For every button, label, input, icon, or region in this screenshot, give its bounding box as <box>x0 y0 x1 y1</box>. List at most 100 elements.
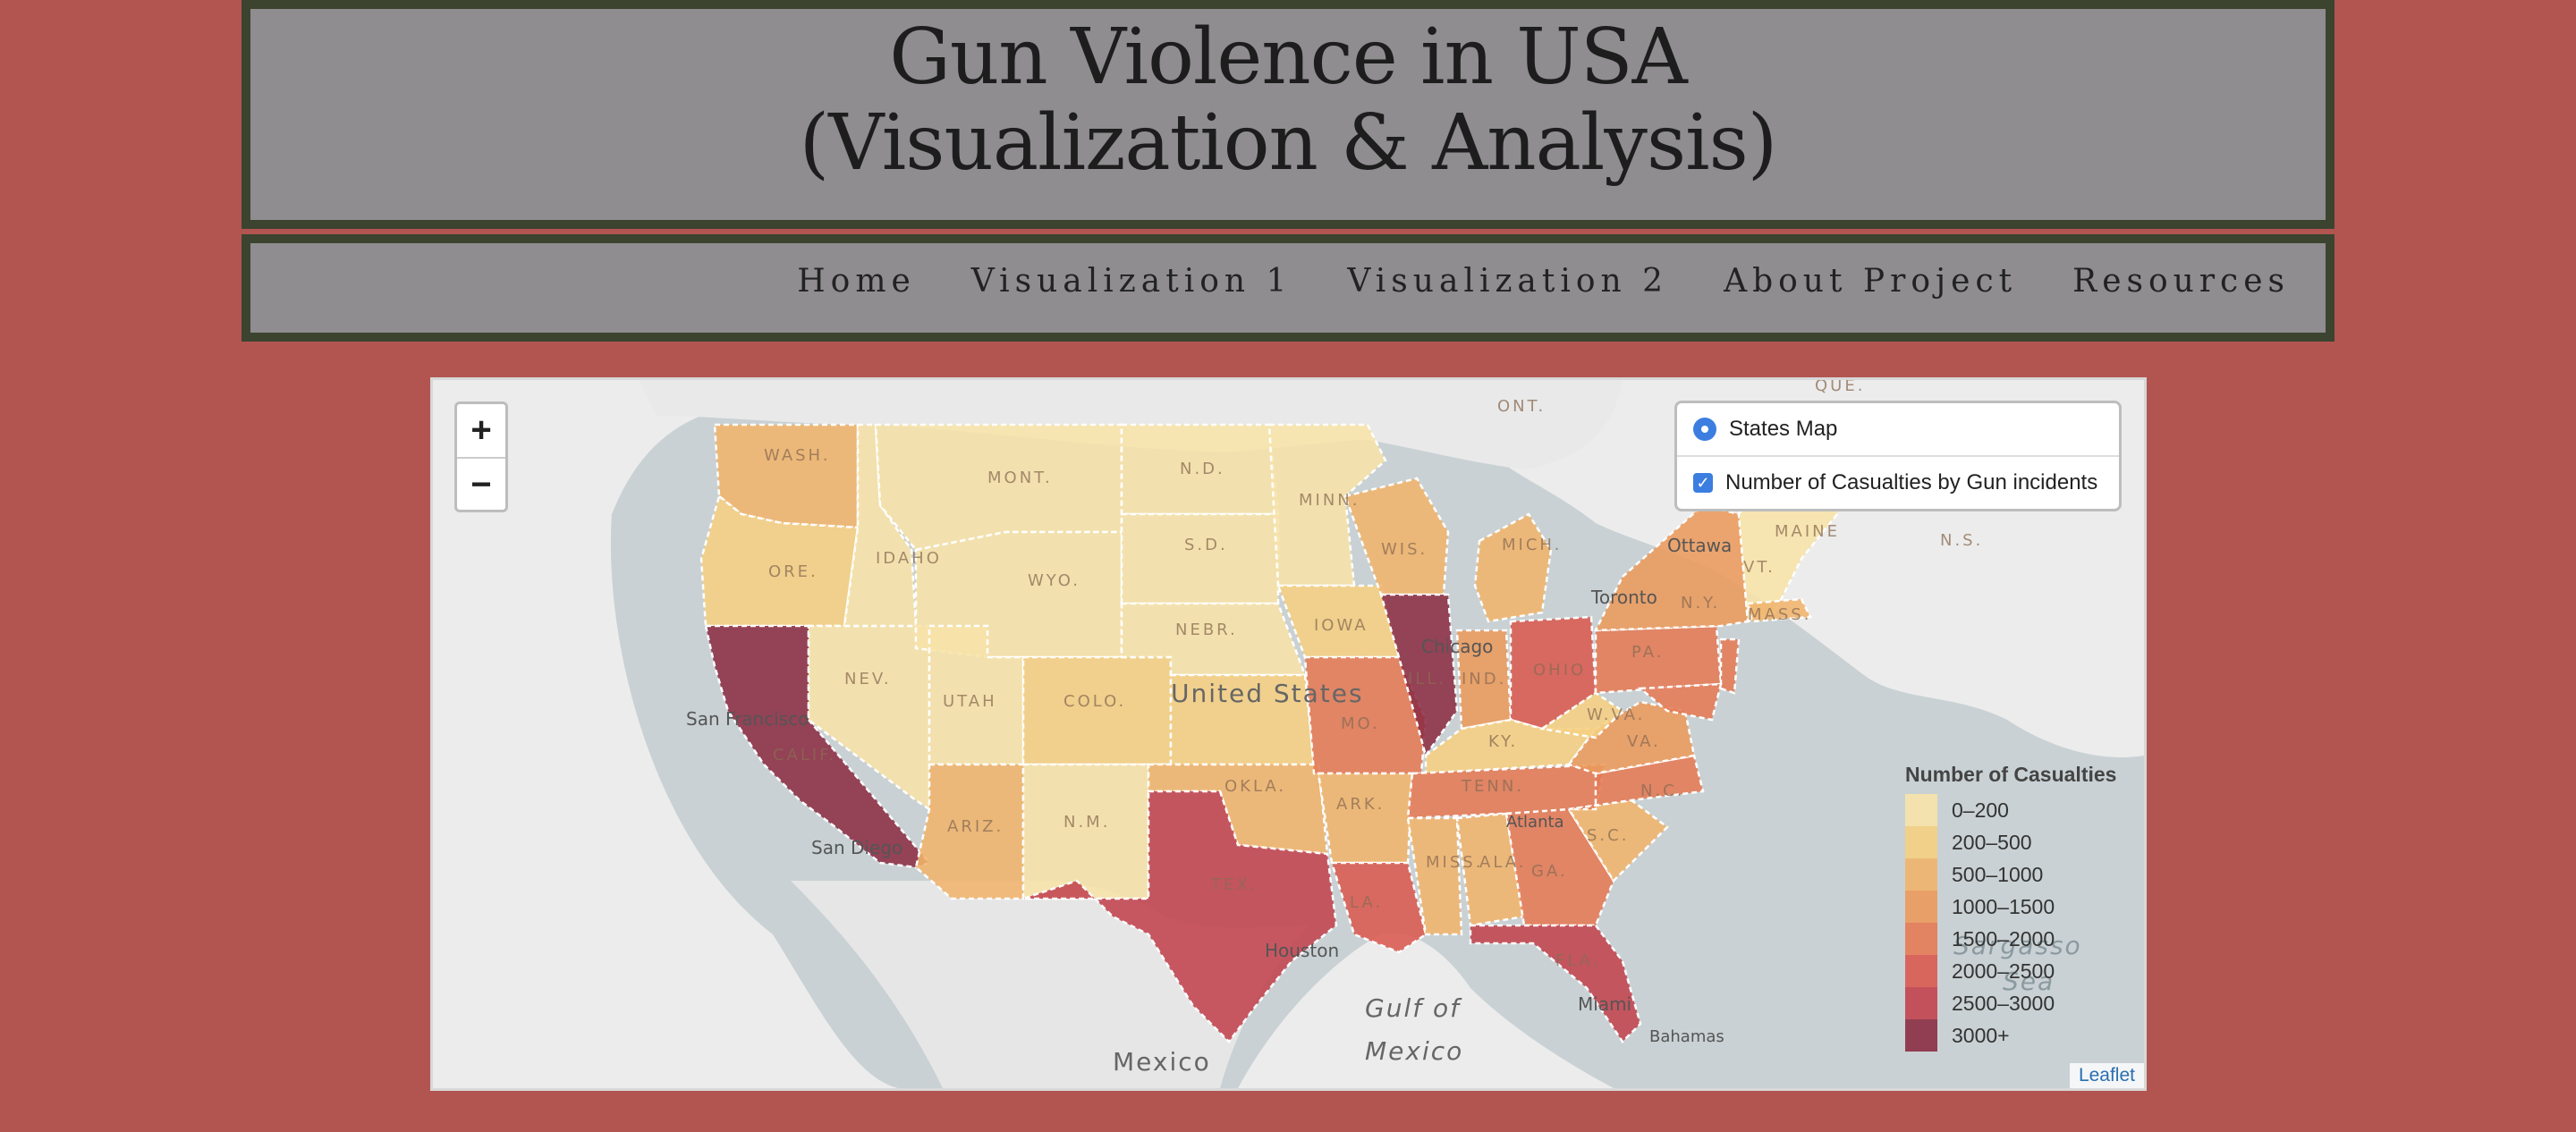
label-idaho: IDAHO <box>876 549 942 568</box>
label-mexico: Mexico <box>1113 1047 1211 1077</box>
legend-label: 3000+ <box>1952 1023 2010 1047</box>
label-sargasso-1: Sargasso <box>1953 931 2082 960</box>
label-miami: Miami <box>1578 993 1631 1015</box>
nav-visualization-1[interactable]: Visualization 1 <box>970 263 1292 300</box>
attribution-link[interactable]: Leaflet <box>2069 1063 2144 1088</box>
label-nebr: NEBR. <box>1175 621 1238 639</box>
label-chicago: Chicago <box>1421 636 1493 657</box>
radio-selected-icon[interactable] <box>1693 418 1716 441</box>
label-minn: MINN. <box>1299 491 1360 510</box>
label-utah: UTAH <box>943 692 997 711</box>
label-nc: N.C. <box>1640 781 1684 800</box>
label-vt: VT. <box>1743 558 1775 577</box>
label-nd: N.D. <box>1180 460 1225 478</box>
label-ohio: OHIO <box>1533 661 1586 680</box>
zoom-in-button[interactable]: + <box>457 404 505 459</box>
legend-item: 3000+ <box>1905 1019 2116 1052</box>
label-atlanta: Atlanta <box>1506 813 1564 832</box>
state-maryland <box>1637 682 1723 722</box>
nav-resources[interactable]: Resources <box>2072 263 2290 300</box>
base-layer-label: States Map <box>1729 417 1838 441</box>
label-ark: ARK. <box>1336 795 1385 814</box>
legend-item: 200–500 <box>1905 826 2116 858</box>
state-south-dakota <box>1120 512 1280 605</box>
zoom-out-button[interactable]: − <box>470 465 492 504</box>
label-houston: Houston <box>1265 940 1339 961</box>
leaflet-map[interactable]: WASH. ORE. IDAHO MONT. WYO. N.D. S.D. NE… <box>430 377 2147 1091</box>
legend-swatch <box>1905 955 1937 987</box>
label-gulf-1: Gulf of <box>1365 993 1462 1023</box>
label-nm: N.M. <box>1063 813 1110 832</box>
layer-row-base[interactable]: States Map <box>1677 403 2119 457</box>
label-wva: W.VA. <box>1587 705 1645 724</box>
state-texas <box>1022 790 1338 1043</box>
legend-label: 2000–2500 <box>1952 959 2055 983</box>
label-miss: MISS. <box>1426 853 1483 872</box>
label-san-diego: San Diego <box>811 837 902 858</box>
legend-label: 200–500 <box>1952 830 2032 854</box>
map-legend: Number of Casualties 0–200 200–500 500–100… <box>1905 763 2116 1052</box>
label-wis: WIS. <box>1381 540 1428 559</box>
state-massachusetts <box>1746 597 1812 623</box>
legend-item: 2500–3000 <box>1905 987 2116 1019</box>
state-tennessee <box>1406 763 1606 820</box>
overlay-layer-label: Number of Casualties by Gun incidents <box>1725 470 2098 494</box>
legend-swatch <box>1905 987 1937 1019</box>
label-ky: KY. <box>1488 732 1518 751</box>
state-idaho <box>843 423 918 628</box>
label-maine: MAINE <box>1775 522 1840 541</box>
nav-visualization-2[interactable]: Visualization 2 <box>1347 263 1669 300</box>
state-new-jersey <box>1719 638 1741 695</box>
legend-title: Number of Casualties <box>1905 763 2117 786</box>
state-arkansas <box>1317 772 1414 865</box>
legend-label: 500–1000 <box>1952 862 2044 886</box>
state-louisiana <box>1330 861 1428 954</box>
label-que: QUE. <box>1815 380 1865 395</box>
legend-label: 2500–3000 <box>1952 991 2055 1015</box>
label-nev: NEV. <box>844 670 892 688</box>
legend-item: 1500–2000 <box>1905 923 2116 955</box>
label-mich: MICH. <box>1502 536 1562 554</box>
label-ill: ILL. <box>1408 670 1446 688</box>
label-ariz: ARIZ. <box>947 817 1004 836</box>
label-ala: ALA. <box>1479 853 1526 872</box>
legend-swatch <box>1905 826 1937 858</box>
nav-home[interactable]: Home <box>797 263 916 300</box>
legend-label: 1000–1500 <box>1952 894 2055 918</box>
legend-swatch <box>1905 923 1937 955</box>
label-sd: S.D. <box>1184 536 1228 554</box>
label-ind: IND. <box>1462 670 1506 688</box>
legend-swatch <box>1905 858 1937 891</box>
label-va: VA. <box>1627 732 1661 751</box>
map-canvas: WASH. ORE. IDAHO MONT. WYO. N.D. S.D. NE… <box>433 380 2144 1088</box>
legend-swatch <box>1905 794 1937 826</box>
label-ns: N.S. <box>1940 531 1983 550</box>
label-tenn: TENN. <box>1461 777 1524 796</box>
state-mississippi <box>1406 816 1463 936</box>
state-west-virginia <box>1538 691 1624 739</box>
label-mass: MASS. <box>1748 605 1811 624</box>
label-sc: S.C. <box>1587 826 1629 845</box>
label-fla: FLA. <box>1555 951 1601 970</box>
legend-label: 0–200 <box>1952 798 2009 822</box>
label-ont: ONT. <box>1497 397 1546 416</box>
label-united-states: United States <box>1171 679 1364 708</box>
states-layer <box>699 423 1839 1043</box>
label-colo: COLO. <box>1063 692 1126 711</box>
nav-about-project[interactable]: About Project <box>1724 263 2018 300</box>
navigation-bar: Home Visualization 1 Visualization 2 Abo… <box>242 234 2334 342</box>
label-bahamas: Bahamas <box>1649 1027 1724 1046</box>
site-header: Gun Violence in USA (Visualization & Ana… <box>242 0 2334 229</box>
legend-item: 1000–1500 <box>1905 891 2116 923</box>
state-labels: WASH. ORE. IDAHO MONT. WYO. N.D. S.D. NE… <box>764 380 1983 970</box>
checkbox-checked-icon[interactable]: ✓ <box>1693 473 1713 493</box>
state-iowa <box>1276 584 1401 659</box>
label-ga: GA. <box>1531 862 1568 881</box>
legend-label: 1500–2000 <box>1952 926 2055 950</box>
state-illinois <box>1379 593 1459 758</box>
layer-control: States Map ✓ Number of Casualties by Gun… <box>1674 401 2122 511</box>
label-ottawa: Ottawa <box>1667 535 1732 556</box>
state-wisconsin <box>1343 477 1450 596</box>
label-mont: MONT. <box>987 469 1053 487</box>
layer-row-overlay[interactable]: ✓ Number of Casualties by Gun incidents <box>1677 457 2119 509</box>
